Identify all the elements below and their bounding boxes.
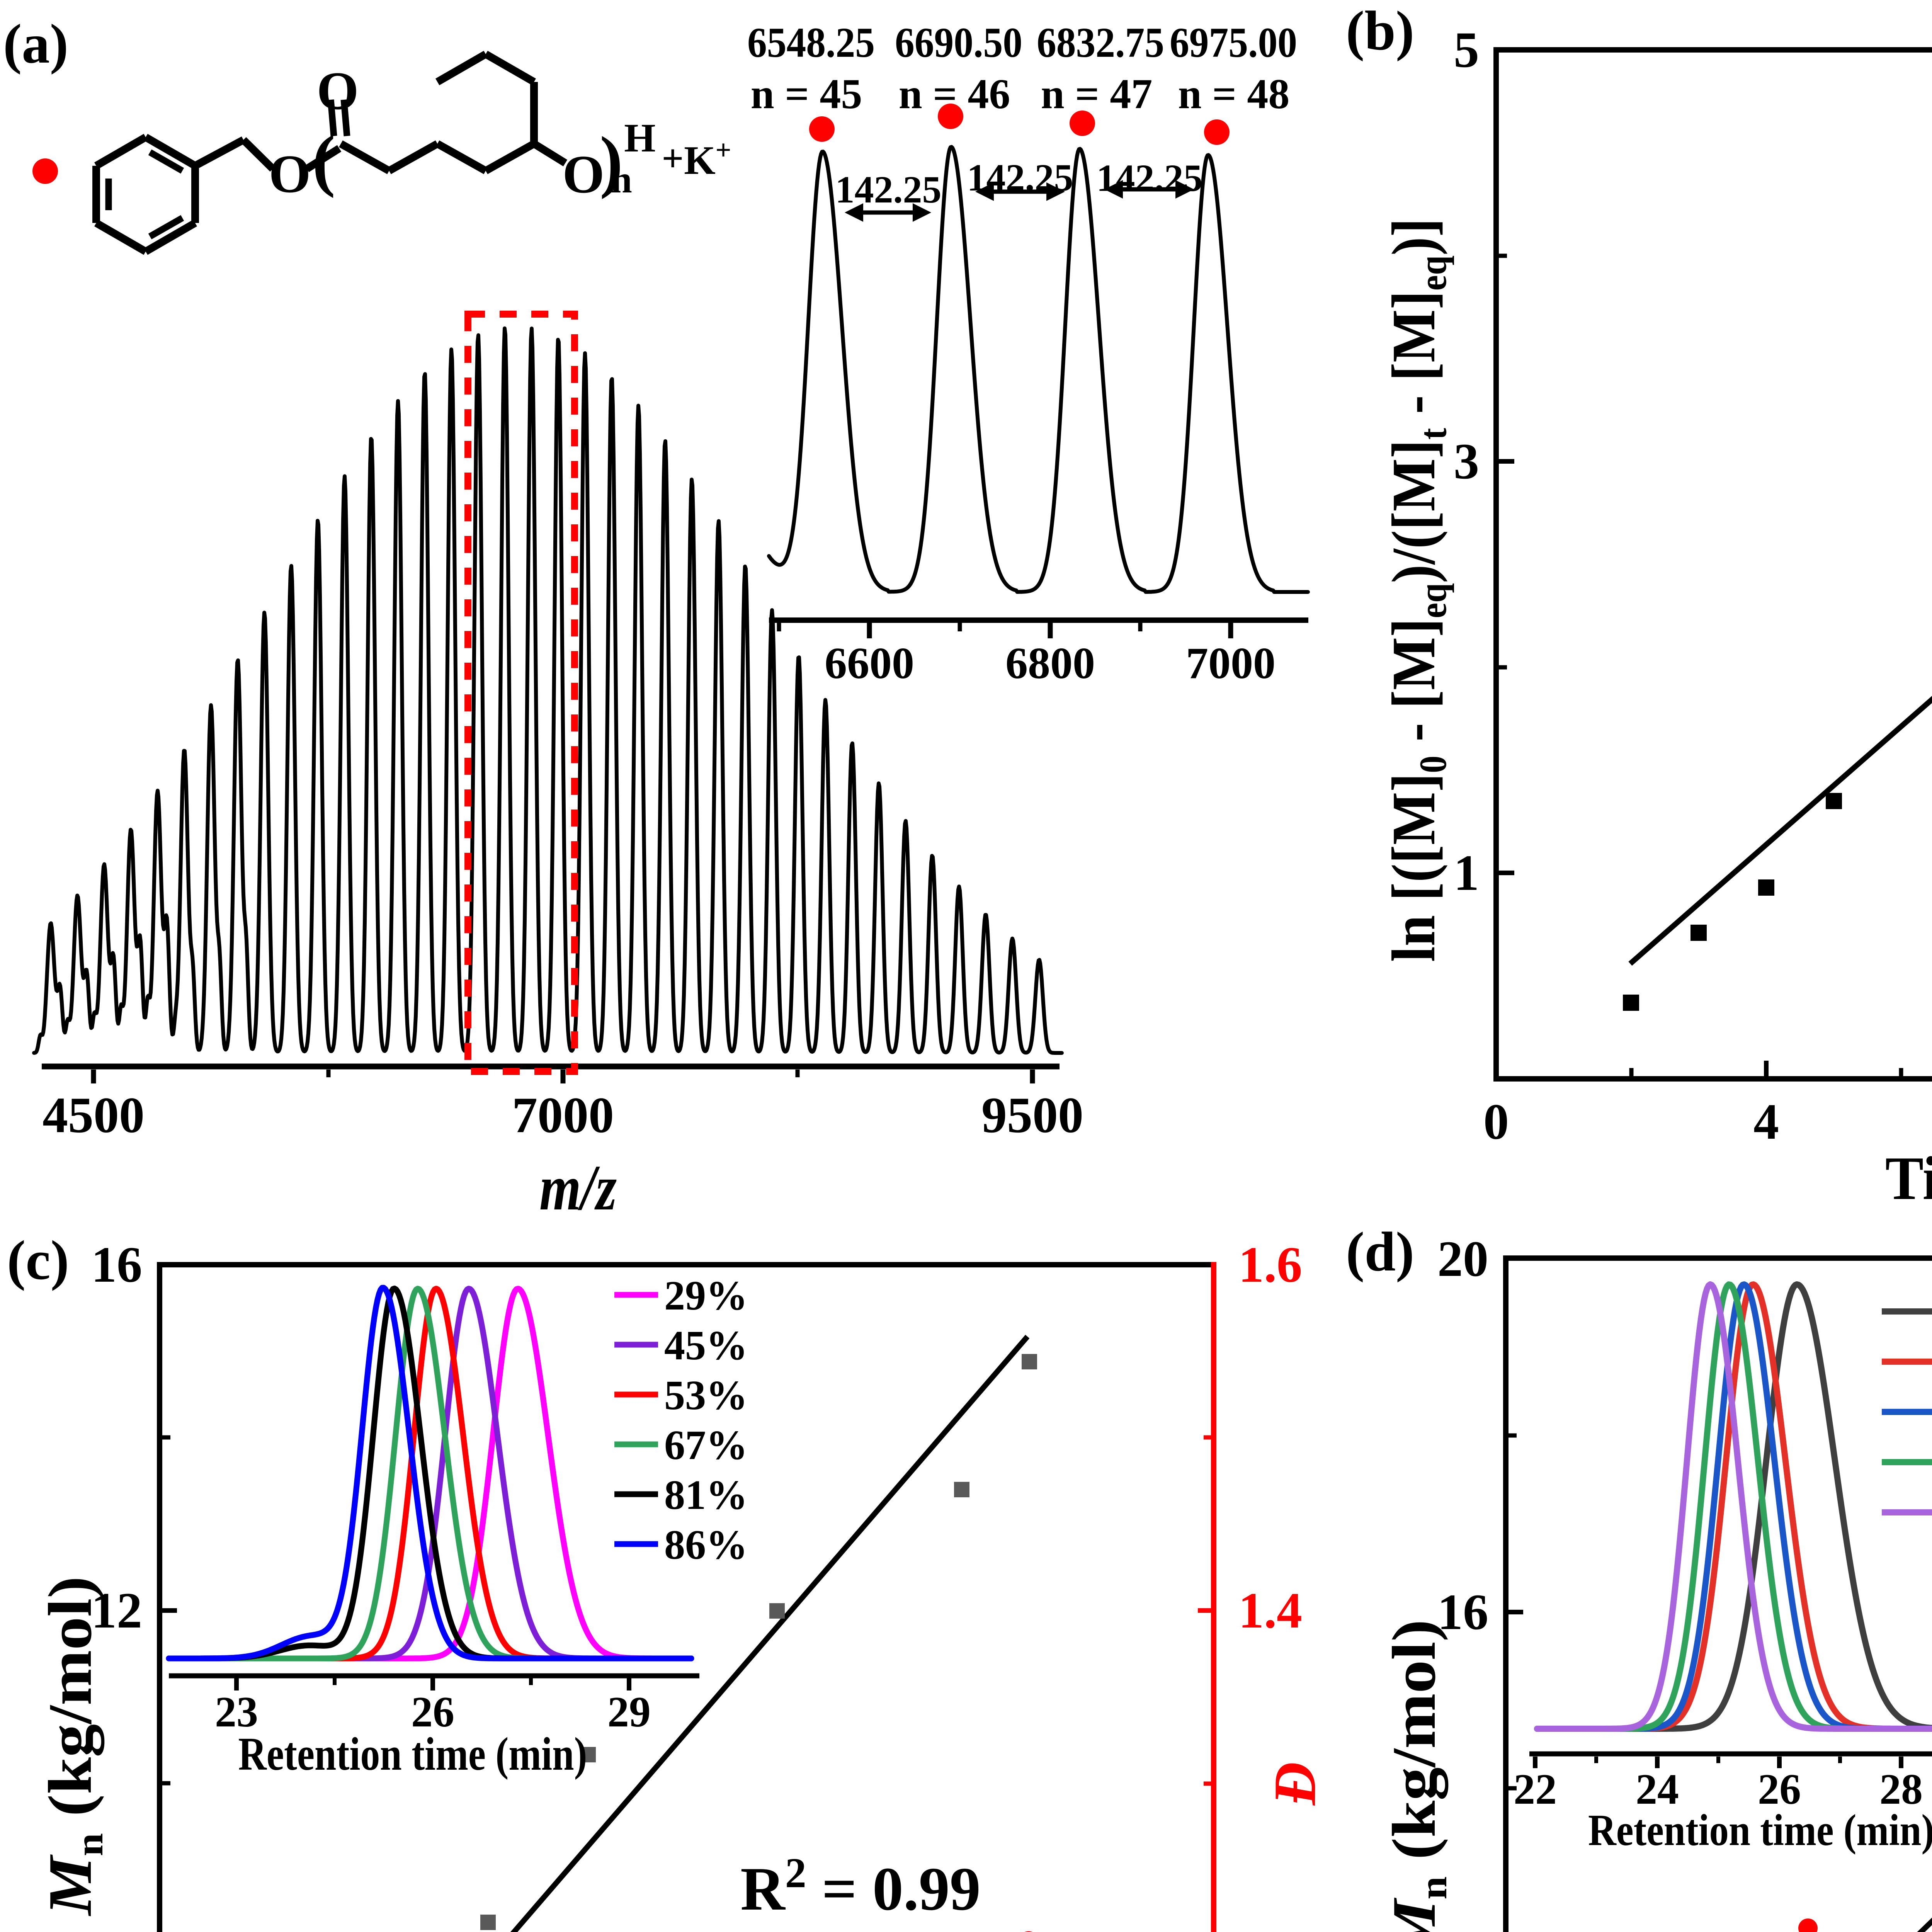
- svg-text:n = 46: n = 46: [899, 70, 1010, 117]
- svg-text:Retention time (min): Retention time (min): [1588, 1806, 1932, 1855]
- svg-text:5: 5: [1454, 21, 1479, 78]
- svg-text:1.2: 1.2: [1238, 1928, 1302, 1932]
- svg-text:142.25: 142.25: [1097, 156, 1203, 199]
- svg-text:12: 12: [91, 1582, 142, 1639]
- svg-text:6600: 6600: [825, 639, 914, 688]
- svg-text:24: 24: [1636, 1765, 1679, 1813]
- svg-text:9500: 9500: [981, 1087, 1083, 1143]
- svg-text:n = 48: n = 48: [1178, 70, 1290, 117]
- svg-text:29%: 29%: [664, 1273, 748, 1319]
- svg-text:R2 = 0.99: R2 = 0.99: [740, 1849, 981, 1923]
- svg-text:+: +: [662, 137, 684, 180]
- svg-text:6800: 6800: [1005, 639, 1095, 688]
- svg-text:6548.25: 6548.25: [747, 19, 875, 66]
- svg-text:(d): (d): [1346, 1221, 1414, 1283]
- svg-text:n = 47: n = 47: [1041, 70, 1153, 117]
- svg-text:1.4: 1.4: [1238, 1582, 1302, 1639]
- svg-text:26: 26: [1758, 1765, 1801, 1813]
- svg-text:H: H: [624, 115, 656, 160]
- svg-text:4: 4: [1753, 1093, 1779, 1150]
- svg-text:O: O: [269, 144, 311, 204]
- svg-text:7000: 7000: [512, 1087, 614, 1143]
- svg-text:67%: 67%: [664, 1422, 748, 1468]
- svg-text:): ): [600, 122, 623, 199]
- svg-text:20: 20: [1437, 1230, 1488, 1287]
- svg-text:(c): (c): [7, 1230, 69, 1291]
- svg-text:Mn (kg/mol): Mn (kg/mol): [36, 1576, 111, 1917]
- svg-text:86%: 86%: [664, 1522, 748, 1568]
- svg-text:O: O: [317, 61, 359, 121]
- svg-text:26: 26: [411, 1688, 454, 1736]
- svg-text:29: 29: [607, 1688, 651, 1736]
- svg-text:(a): (a): [3, 13, 68, 75]
- svg-text:28: 28: [1879, 1765, 1923, 1813]
- svg-text:Time (min): Time (min): [1885, 1144, 1932, 1213]
- svg-text:K: K: [684, 138, 716, 183]
- svg-text:22: 22: [1514, 1765, 1557, 1813]
- svg-text:7000: 7000: [1186, 639, 1276, 688]
- svg-text:Đ: Đ: [1262, 1762, 1328, 1806]
- svg-text:142.25: 142.25: [835, 168, 942, 211]
- svg-text:142.25: 142.25: [967, 156, 1073, 199]
- svg-text:m/z: m/z: [539, 1152, 617, 1224]
- svg-text:n: n: [611, 158, 632, 201]
- svg-text:n = 45: n = 45: [751, 70, 862, 117]
- svg-text:53%: 53%: [664, 1372, 748, 1418]
- svg-text:6690.50: 6690.50: [895, 19, 1022, 66]
- svg-text:23: 23: [215, 1688, 258, 1736]
- svg-text:8: 8: [117, 1927, 142, 1932]
- svg-text:O: O: [563, 145, 605, 204]
- svg-text:3: 3: [1454, 433, 1479, 490]
- svg-text:81%: 81%: [664, 1472, 748, 1518]
- svg-text:0: 0: [1483, 1093, 1509, 1150]
- svg-text:(: (: [312, 121, 335, 198]
- svg-text:1: 1: [1454, 844, 1479, 901]
- svg-text:6832.75: 6832.75: [1037, 19, 1164, 66]
- svg-text:Retention time (min): Retention time (min): [238, 1728, 587, 1780]
- svg-text:1.6: 1.6: [1238, 1236, 1302, 1293]
- svg-text:16: 16: [1437, 1583, 1488, 1640]
- svg-text:(b): (b): [1346, 0, 1414, 62]
- svg-text:4500: 4500: [43, 1087, 145, 1143]
- svg-text:16: 16: [91, 1236, 142, 1293]
- svg-text:6975.00: 6975.00: [1170, 19, 1297, 66]
- svg-text:+: +: [715, 134, 731, 165]
- svg-text:45%: 45%: [664, 1323, 748, 1369]
